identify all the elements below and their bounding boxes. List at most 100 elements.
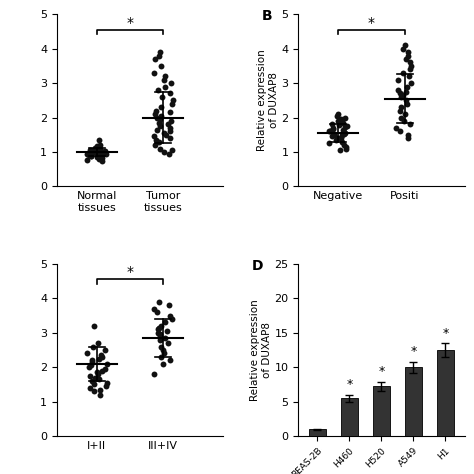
Point	[150, 305, 158, 312]
Point	[164, 327, 171, 335]
Point	[404, 52, 412, 59]
Point	[166, 109, 173, 116]
Point	[97, 147, 105, 155]
Point	[164, 120, 172, 128]
Point	[88, 358, 95, 366]
Point	[151, 55, 159, 63]
Point	[397, 103, 405, 111]
Point	[83, 350, 91, 357]
Text: B: B	[262, 9, 272, 23]
Point	[169, 97, 177, 104]
Point	[327, 127, 334, 135]
Point	[88, 377, 95, 385]
Point	[96, 391, 103, 399]
Point	[403, 100, 411, 108]
Point	[91, 146, 98, 154]
Point	[155, 138, 163, 146]
Point	[157, 112, 165, 119]
Point	[394, 76, 401, 83]
Point	[404, 131, 411, 138]
Point	[400, 45, 407, 53]
Point	[89, 343, 96, 350]
Point	[93, 154, 100, 161]
Point	[334, 110, 342, 118]
Point	[98, 367, 106, 374]
Point	[402, 97, 410, 104]
Point	[153, 107, 160, 114]
Point	[160, 76, 168, 83]
Point	[157, 343, 165, 350]
Point	[340, 119, 347, 127]
Point	[157, 62, 164, 70]
Point	[156, 336, 164, 344]
Point	[168, 315, 175, 323]
Point	[399, 69, 407, 77]
Point	[406, 73, 413, 80]
Y-axis label: Relative expression
of DUXAP8: Relative expression of DUXAP8	[250, 299, 272, 401]
Point	[153, 308, 160, 316]
Point	[334, 117, 342, 125]
Point	[91, 388, 98, 395]
Point	[392, 124, 400, 132]
Point	[85, 151, 92, 158]
Point	[332, 136, 339, 144]
Point	[166, 312, 173, 319]
Point	[88, 356, 95, 364]
Point	[329, 125, 337, 132]
Point	[91, 322, 98, 330]
Bar	[340, 398, 358, 436]
Point	[152, 110, 159, 118]
Point	[159, 360, 167, 367]
Point	[154, 126, 161, 133]
Point	[166, 135, 173, 142]
Point	[83, 156, 91, 164]
Point	[337, 116, 345, 123]
Point	[99, 157, 106, 164]
Point	[406, 120, 414, 128]
Point	[102, 150, 109, 157]
Point	[90, 381, 98, 388]
Point	[407, 59, 414, 66]
Point	[161, 319, 169, 326]
Point	[155, 329, 162, 337]
Point	[87, 152, 95, 160]
Point	[93, 142, 101, 150]
Point	[337, 134, 345, 141]
Point	[155, 119, 163, 127]
Point	[98, 148, 105, 156]
Point	[341, 141, 348, 149]
Point	[162, 131, 170, 138]
Text: *: *	[410, 345, 417, 358]
Text: *: *	[346, 378, 353, 392]
Point	[396, 107, 404, 114]
Point	[85, 364, 92, 371]
Point	[92, 145, 100, 152]
Point	[397, 93, 405, 100]
Point	[397, 114, 405, 121]
Point	[150, 69, 158, 77]
Point	[96, 141, 104, 149]
Point	[94, 370, 101, 378]
Point	[155, 86, 162, 94]
Point	[157, 322, 164, 330]
Point	[156, 48, 164, 56]
Point	[156, 332, 164, 340]
Text: *: *	[127, 16, 134, 30]
Point	[340, 130, 347, 138]
Point	[168, 79, 175, 87]
Point	[151, 133, 158, 140]
Point	[150, 370, 158, 378]
Point	[401, 117, 408, 125]
Point	[155, 324, 163, 331]
Point	[340, 128, 347, 136]
Point	[341, 114, 349, 121]
Point	[96, 155, 103, 163]
Point	[161, 129, 168, 137]
Point	[166, 356, 174, 364]
Point	[402, 88, 410, 95]
Point	[164, 339, 172, 347]
Bar	[404, 367, 422, 436]
Point	[156, 331, 164, 338]
Point	[94, 339, 102, 347]
Point	[401, 110, 409, 118]
